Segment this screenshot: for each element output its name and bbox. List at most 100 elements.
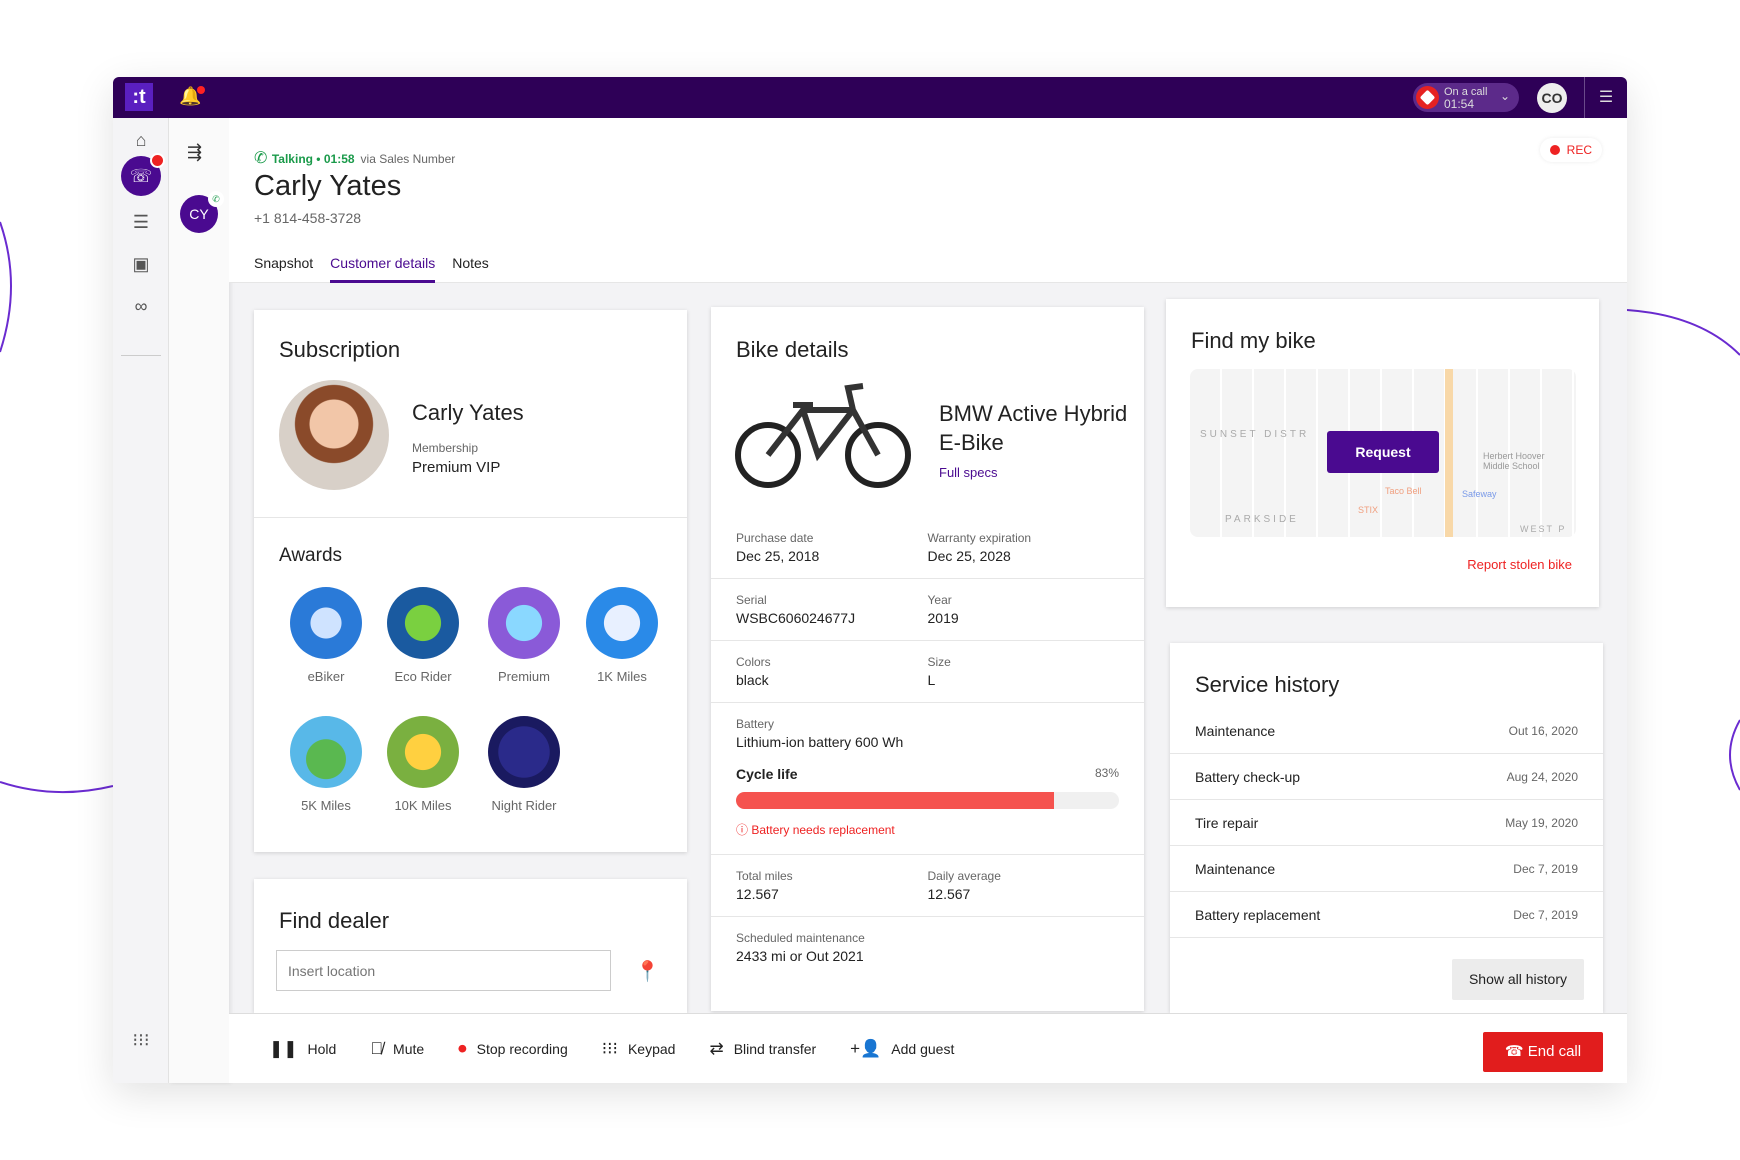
year: 2019 — [927, 610, 959, 626]
add-guest-button[interactable]: +👤 Add guest — [850, 1039, 954, 1059]
list-icon[interactable]: ☰ — [132, 212, 150, 232]
location-input[interactable] — [276, 950, 611, 991]
notification-bell-icon[interactable]: 🔔 — [179, 86, 206, 107]
service-name: Battery check-up — [1195, 768, 1301, 785]
contacts-icon[interactable]: ▣ — [132, 254, 150, 274]
award-ebiker[interactable]: eBiker — [286, 587, 366, 684]
side-panel-toggle-icon[interactable]: ☰ — [1584, 77, 1627, 118]
service-history-item[interactable]: Battery check-up Aug 24, 2020 — [1170, 754, 1603, 800]
caller-name: Carly Yates — [254, 170, 402, 202]
award-premium[interactable]: Premium — [484, 587, 564, 684]
award-eco-rider[interactable]: Eco Rider — [383, 587, 463, 684]
keypad-icon: ⁝⁝⁝ — [601, 1038, 618, 1058]
award-night-rider[interactable]: Night Rider — [484, 716, 564, 813]
decorative-arc — [0, 221, 114, 794]
warranty-label: Warranty expiration — [927, 531, 1032, 545]
add-guest-label: Add guest — [891, 1040, 955, 1057]
on-call-dropdown[interactable]: On a call 01:54 ⌄ — [1413, 83, 1519, 112]
cycle-life-label: Cycle life — [736, 766, 798, 782]
award-5k-miles[interactable]: 5K Miles — [286, 716, 366, 813]
caller-avatar[interactable]: CY ✆ — [180, 191, 224, 233]
customer-name: Carly Yates — [412, 400, 524, 425]
service-history-card: Service history Maintenance Out 16, 2020 B… — [1170, 643, 1603, 1013]
call-status: Talking • 01:58 — [271, 152, 355, 166]
map-label: WEST P — [1520, 524, 1567, 534]
report-stolen-link[interactable]: Report stolen bike — [1467, 557, 1572, 572]
service-date: Out 16, 2020 — [1508, 723, 1578, 738]
service-date: Dec 7, 2019 — [1513, 861, 1578, 876]
award-10k-miles[interactable]: 10K Miles — [383, 716, 463, 813]
hold-label: Hold — [307, 1040, 337, 1057]
map-label: SUNSET DISTR — [1200, 429, 1310, 440]
battery-label: Battery — [736, 717, 775, 731]
divider — [121, 355, 161, 356]
mute-button[interactable]: 🎙̸ Mute — [370, 1039, 424, 1059]
stop-recording-button[interactable]: ⏺ Stop recording — [458, 1039, 568, 1059]
phone-ringing-icon: ✆ — [254, 150, 272, 167]
full-specs-link[interactable]: Full specs — [939, 465, 998, 480]
map[interactable]: SUNSET DISTR PARKSIDE Herbert Hoover Mid… — [1190, 369, 1576, 537]
total-miles: 12.567 — [736, 886, 779, 902]
on-call-time: 01:54 — [1444, 97, 1475, 111]
service-history-item[interactable]: Battery replacement Dec 7, 2019 — [1170, 892, 1603, 938]
show-all-history-button[interactable]: Show all history — [1451, 959, 1584, 1000]
find-my-bike-card: Find my bike SUNSET DISTR PARKSIDE Herbe… — [1166, 299, 1599, 607]
size: L — [927, 672, 936, 688]
scheduled-maintenance-label: Scheduled maintenance — [736, 931, 865, 945]
year-label: Year — [927, 593, 952, 607]
award-1k-miles[interactable]: 1K Miles — [582, 587, 662, 684]
battery-warning: Battery needs replacement — [751, 823, 895, 837]
service-name: Maintenance — [1195, 860, 1276, 877]
transfer-icon: ⇄ — [709, 1038, 724, 1058]
bike-image — [735, 383, 911, 488]
conversation-column: ⇶ CY ✆ — [169, 118, 229, 1083]
end-call-button[interactable]: ☎ End call — [1483, 1032, 1603, 1072]
tab-notes[interactable]: Notes — [452, 255, 489, 271]
keypad-label: Keypad — [627, 1040, 676, 1057]
user-avatar[interactable]: CO — [1537, 83, 1567, 113]
service-history-item[interactable]: Maintenance Dec 7, 2019 — [1170, 846, 1603, 892]
service-date: Aug 24, 2020 — [1506, 769, 1578, 784]
subscription-title: Subscription — [279, 337, 401, 362]
membership-label: Membership — [412, 441, 479, 455]
battery: Lithium-ion battery 600 Wh — [736, 734, 904, 750]
app-window: :t 🔔 On a call 01:54 ⌄ CO ☰ ⌂ ☏ ☰ ▣ ∞ ⁝⁝⁝… — [113, 77, 1627, 1083]
home-icon[interactable]: ⌂ — [135, 130, 147, 150]
purchase-date: Dec 25, 2018 — [736, 548, 820, 564]
blind-transfer-button[interactable]: ⇄ Blind transfer — [709, 1039, 816, 1059]
stop-recording-label: Stop recording — [476, 1040, 568, 1057]
service-name: Maintenance — [1195, 722, 1276, 739]
decorative-arc — [1626, 309, 1740, 791]
map-label: STIX — [1358, 505, 1379, 515]
nav-rail: ⌂ ☏ ☰ ▣ ∞ ⁝⁝⁝ — [113, 118, 169, 1083]
calls-icon[interactable]: ☏ — [121, 153, 165, 196]
service-date: Dec 7, 2019 — [1513, 907, 1578, 922]
serial: WSBC606024677J — [736, 610, 856, 626]
keypad-button[interactable]: ⁝⁝⁝ Keypad — [602, 1039, 676, 1059]
app-logo[interactable]: :t — [125, 83, 153, 111]
cycle-life-percent: 83% — [1094, 766, 1119, 780]
service-history-item[interactable]: Tire repair May 19, 2020 — [1170, 800, 1603, 846]
request-button[interactable]: Request — [1327, 431, 1439, 473]
apps-grid-icon[interactable]: ⁝⁝⁝ — [132, 1030, 150, 1050]
bike-model: BMW Active Hybrid E-Bike — [939, 401, 1128, 455]
find-my-bike-title: Find my bike — [1191, 328, 1316, 353]
map-label: PARKSIDE — [1225, 514, 1299, 525]
service-history-item[interactable]: Maintenance Out 16, 2020 — [1170, 708, 1603, 754]
hold-button[interactable]: ❚❚ Hold — [269, 1039, 336, 1059]
location-pin-icon[interactable]: 📍 — [635, 961, 660, 983]
collapse-menu-icon[interactable]: ⇶ — [187, 142, 203, 162]
tab-customer-details[interactable]: Customer details — [330, 255, 436, 283]
add-person-icon: +👤 — [850, 1038, 882, 1058]
end-call-label: End call — [1527, 1043, 1582, 1060]
voicemail-icon[interactable]: ∞ — [134, 296, 148, 316]
hang-up-icon: ☎ — [1504, 1043, 1528, 1060]
call-status-icon — [1416, 86, 1439, 109]
tab-snapshot[interactable]: Snapshot — [254, 255, 314, 271]
recording-badge: REC — [1539, 138, 1602, 162]
awards-title: Awards — [279, 545, 343, 566]
service-date: May 19, 2020 — [1505, 815, 1578, 830]
stop-record-icon: ⏺ — [458, 1038, 467, 1058]
mic-off-icon: 🎙̸ — [370, 1038, 384, 1058]
warranty-expiration: Dec 25, 2028 — [927, 548, 1011, 564]
